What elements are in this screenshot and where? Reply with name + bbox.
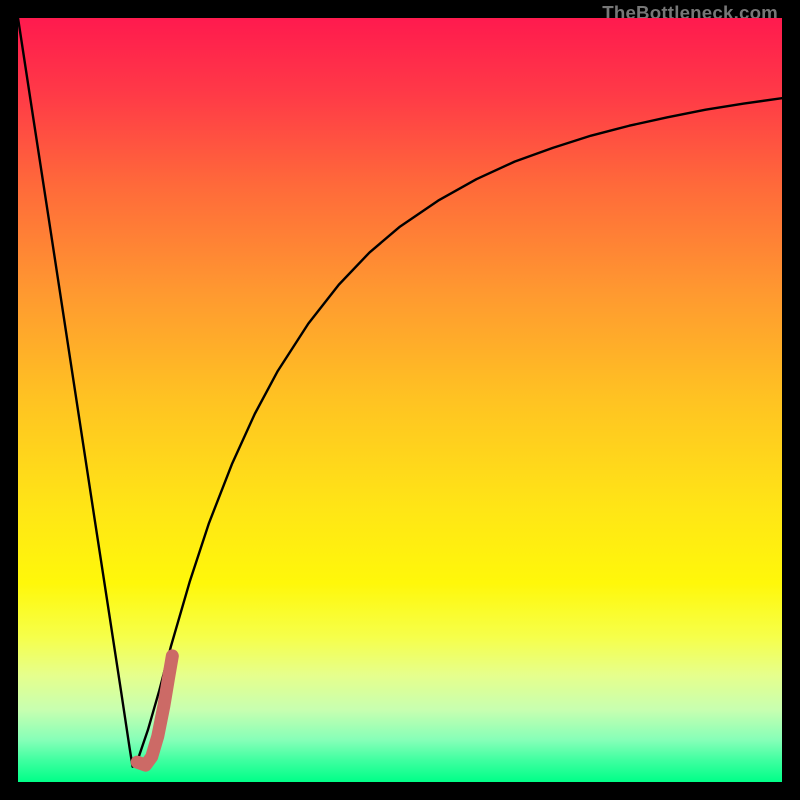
chart-frame: TheBottleneck.com bbox=[0, 0, 800, 800]
plot-area bbox=[18, 18, 782, 782]
gradient-background bbox=[18, 18, 782, 782]
bottleneck-curve-chart bbox=[18, 18, 782, 782]
